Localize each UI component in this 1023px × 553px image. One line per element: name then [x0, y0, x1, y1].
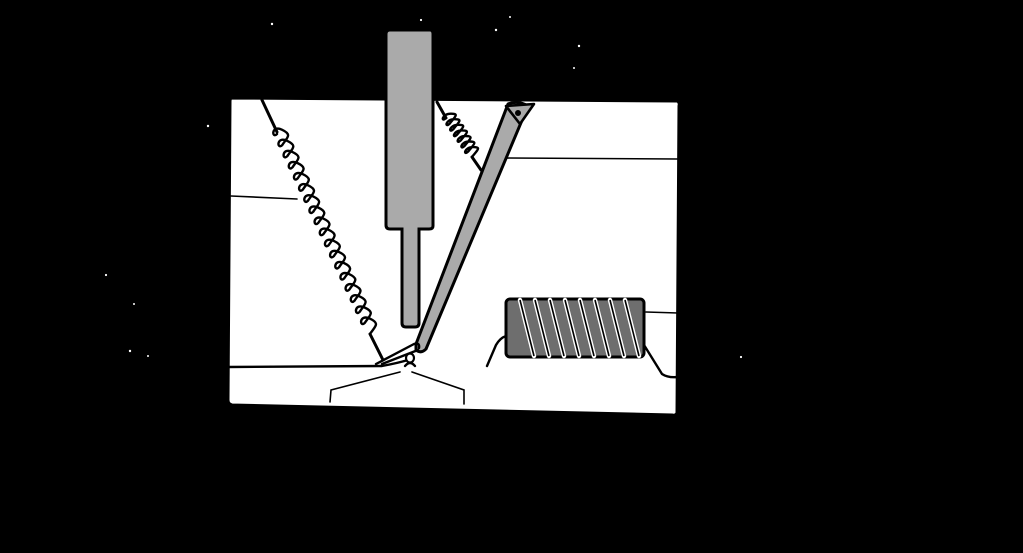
- coil-winding-outline: [579, 299, 595, 357]
- coil-winding-outline: [609, 299, 625, 357]
- label-leaders: [230, 157, 679, 405]
- leader-contact: [329, 371, 465, 405]
- coil-winding-outline: [549, 299, 565, 357]
- leader-coil: [645, 311, 679, 314]
- small-spring: [435, 100, 483, 172]
- right-wire: [676, 375, 751, 381]
- pivot-pin-icon: [515, 110, 521, 116]
- leader-lever: [505, 157, 679, 160]
- coil-winding-outline: [624, 299, 640, 357]
- plunger: [384, 28, 435, 329]
- left-wire: [139, 364, 228, 369]
- contact-switch: [374, 342, 421, 368]
- coil-winding-outline: [564, 299, 580, 357]
- coil-winding-outline: [594, 299, 610, 357]
- spring: [260, 98, 385, 362]
- leader-spring: [230, 195, 298, 200]
- background-specks: [104, 16, 743, 359]
- coil-winding-outline: [534, 299, 550, 357]
- coil-winding-outline: [519, 299, 535, 357]
- solenoid-coil: [485, 297, 680, 379]
